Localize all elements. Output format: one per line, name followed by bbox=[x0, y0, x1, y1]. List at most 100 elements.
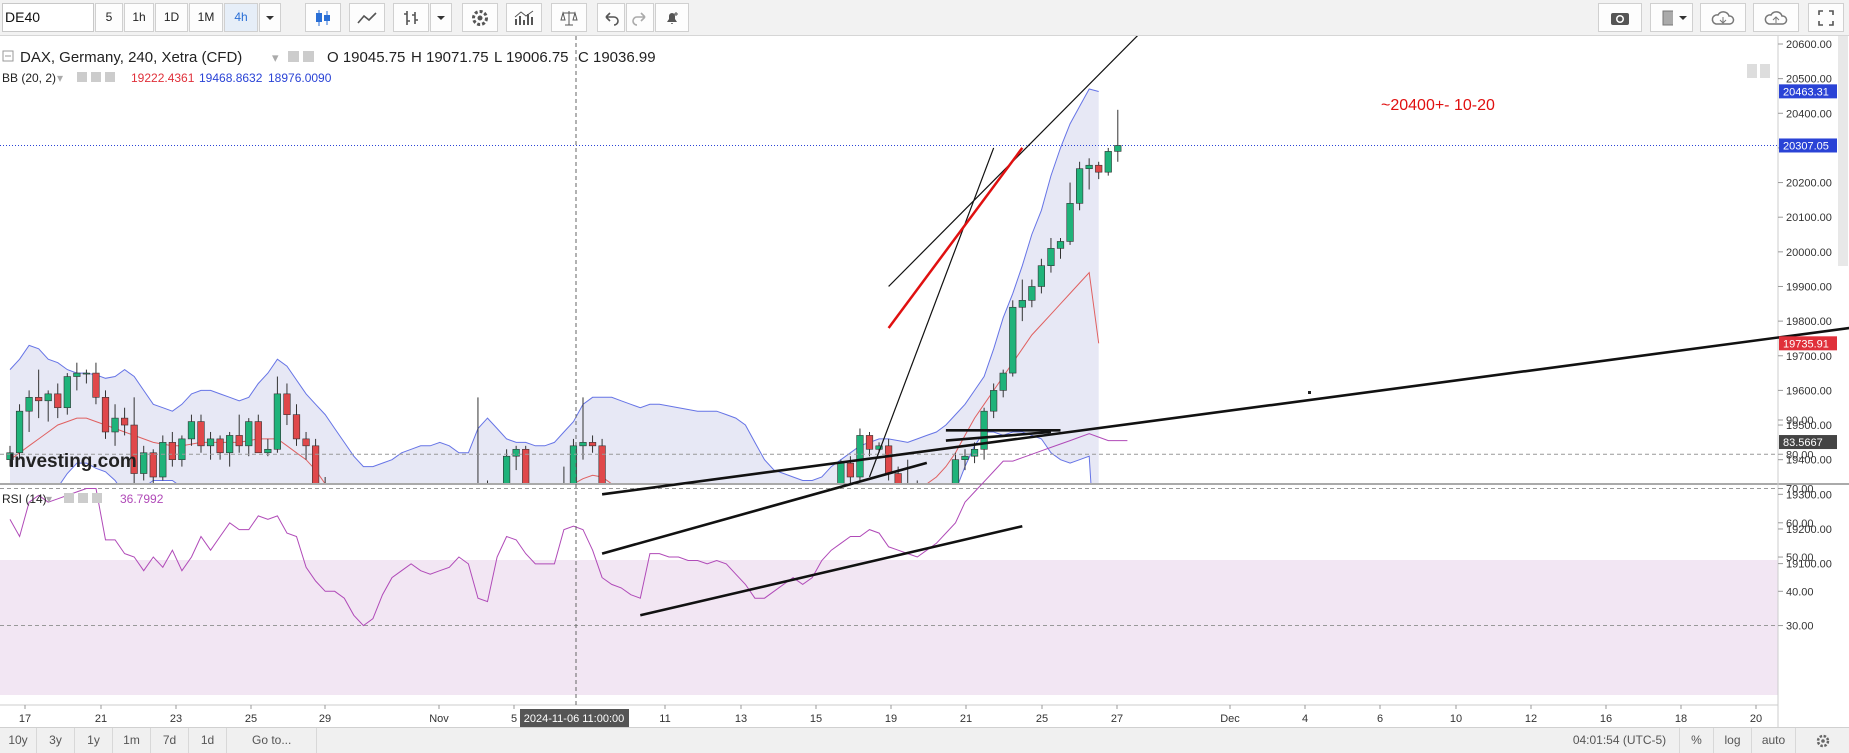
candle[interactable] bbox=[121, 417, 129, 426]
interval-1d-button[interactable]: 1D bbox=[155, 3, 188, 32]
pane-maximize-icon[interactable] bbox=[1747, 64, 1757, 78]
candle[interactable] bbox=[101, 397, 110, 433]
trendline[interactable] bbox=[888, 36, 1233, 287]
trendline[interactable] bbox=[640, 524, 1023, 617]
range-10y-button[interactable]: 10y bbox=[0, 728, 37, 753]
candle[interactable] bbox=[1018, 300, 1026, 308]
chart-type-dropdown-button[interactable] bbox=[430, 3, 452, 32]
bb-close-icon[interactable] bbox=[105, 72, 115, 82]
candle[interactable] bbox=[25, 397, 33, 412]
candle[interactable] bbox=[846, 462, 854, 478]
candle[interactable] bbox=[111, 417, 119, 433]
candle[interactable] bbox=[178, 438, 186, 460]
percent-toggle[interactable]: % bbox=[1680, 728, 1714, 753]
range-7d-button[interactable]: 7d bbox=[151, 728, 189, 753]
compare-button[interactable] bbox=[551, 3, 587, 32]
candle[interactable] bbox=[1037, 265, 1045, 287]
bar-type-button[interactable] bbox=[393, 3, 429, 32]
candle[interactable] bbox=[875, 445, 883, 450]
candle[interactable] bbox=[15, 410, 24, 454]
candle[interactable] bbox=[73, 372, 81, 377]
auto-toggle[interactable]: auto bbox=[1752, 728, 1796, 753]
rsi-close-icon[interactable] bbox=[92, 493, 102, 503]
candle[interactable] bbox=[273, 393, 282, 450]
candle[interactable] bbox=[961, 455, 969, 460]
chevron-down-icon[interactable]: ▾ bbox=[46, 492, 52, 506]
line-chart-button[interactable] bbox=[349, 3, 385, 32]
pane-restore-icon[interactable] bbox=[1760, 64, 1770, 78]
candle[interactable] bbox=[502, 455, 511, 532]
candle[interactable] bbox=[569, 445, 578, 494]
candle[interactable] bbox=[197, 421, 205, 447]
candle[interactable] bbox=[92, 372, 100, 398]
candle[interactable] bbox=[292, 414, 301, 440]
range-3y-button[interactable]: 3y bbox=[37, 728, 75, 753]
candle[interactable] bbox=[512, 448, 520, 457]
candle[interactable] bbox=[159, 442, 167, 478]
candle[interactable] bbox=[130, 424, 138, 474]
candle[interactable] bbox=[522, 448, 530, 511]
collapse-icon[interactable] bbox=[2, 50, 14, 62]
candle[interactable] bbox=[1056, 241, 1065, 249]
candle[interactable] bbox=[1114, 145, 1122, 152]
candle[interactable] bbox=[187, 421, 196, 440]
candle[interactable] bbox=[264, 448, 272, 454]
candle[interactable] bbox=[856, 435, 864, 478]
candle[interactable] bbox=[598, 445, 606, 498]
candle[interactable] bbox=[311, 445, 320, 488]
candle[interactable] bbox=[302, 438, 310, 447]
interval-1m-button[interactable]: 1M bbox=[189, 3, 223, 32]
candle[interactable] bbox=[1066, 203, 1074, 242]
trendline[interactable] bbox=[887, 147, 1024, 329]
redo-button[interactable] bbox=[626, 3, 654, 32]
candle[interactable] bbox=[149, 452, 157, 478]
trendline[interactable] bbox=[868, 147, 995, 478]
rsi-hide-icon[interactable] bbox=[78, 493, 88, 503]
candle[interactable] bbox=[990, 390, 998, 412]
interval-4h-button[interactable]: 4h bbox=[224, 3, 258, 32]
candle[interactable] bbox=[235, 435, 243, 447]
settings-button[interactable] bbox=[462, 3, 498, 32]
cloud-save-button[interactable] bbox=[1753, 3, 1799, 32]
candle[interactable] bbox=[1076, 168, 1084, 204]
chart-settings-button[interactable] bbox=[1796, 728, 1849, 753]
candle[interactable] bbox=[168, 442, 176, 460]
range-1d-button[interactable]: 1d bbox=[189, 728, 227, 753]
range-1y-button[interactable]: 1y bbox=[75, 728, 113, 753]
candle[interactable] bbox=[951, 459, 960, 508]
screenshot-button[interactable] bbox=[1598, 3, 1642, 32]
candle[interactable] bbox=[884, 445, 893, 474]
candle[interactable] bbox=[82, 372, 90, 375]
candle[interactable] bbox=[894, 473, 902, 488]
candle[interactable] bbox=[1095, 164, 1103, 173]
candle[interactable] bbox=[216, 438, 224, 454]
candle[interactable] bbox=[970, 448, 979, 457]
hide-icon[interactable] bbox=[303, 51, 314, 62]
interval-1h-button[interactable]: 1h bbox=[124, 3, 154, 32]
bb-hide-icon[interactable] bbox=[91, 72, 101, 82]
interval-5-button[interactable]: 5 bbox=[95, 3, 123, 32]
indicators-button[interactable] bbox=[506, 3, 542, 32]
candle[interactable] bbox=[1028, 286, 1036, 301]
candle[interactable] bbox=[283, 393, 291, 415]
fullscreen-button[interactable] bbox=[1808, 3, 1844, 32]
undo-button[interactable] bbox=[597, 3, 625, 32]
goto-button[interactable]: Go to... bbox=[227, 728, 317, 753]
cloud-load-button[interactable] bbox=[1700, 3, 1746, 32]
candle[interactable] bbox=[44, 393, 52, 402]
candle[interactable] bbox=[54, 393, 62, 409]
candle[interactable] bbox=[6, 452, 14, 460]
bb-settings-icon[interactable] bbox=[77, 72, 87, 82]
chart-canvas[interactable]: 19100.00 19200.00 19300.00 19400.00 19500.00… bbox=[0, 36, 1849, 727]
candle[interactable] bbox=[1104, 151, 1112, 173]
scrollbar[interactable] bbox=[1838, 36, 1848, 266]
candle[interactable] bbox=[245, 421, 253, 447]
candle[interactable] bbox=[206, 438, 215, 447]
candle[interactable] bbox=[579, 442, 587, 447]
trendline[interactable] bbox=[945, 430, 1052, 442]
layout-dropdown-button[interactable] bbox=[1673, 3, 1693, 32]
range-1m-button[interactable]: 1m bbox=[113, 728, 151, 753]
candle[interactable] bbox=[1085, 164, 1093, 170]
candle[interactable] bbox=[588, 442, 597, 447]
candle[interactable] bbox=[1047, 248, 1055, 266]
